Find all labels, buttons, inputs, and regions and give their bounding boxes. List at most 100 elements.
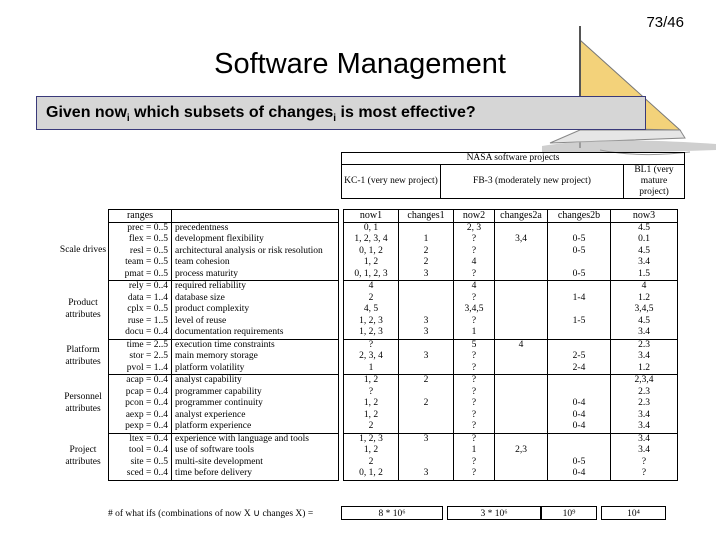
range-cell: pcon = 0..4 — [108, 398, 172, 410]
changes2b-cell — [547, 338, 611, 351]
range-cell: aexp = 0..4 — [108, 409, 172, 421]
group-label: Project attributes — [65, 445, 101, 467]
changes2b-cell: 1-4 — [547, 292, 611, 304]
changes2a-cell — [494, 468, 548, 481]
table-row: aexp = 0..4 analyst experience 1, 2? 0-4 3.4 — [108, 409, 678, 421]
now1-cell: 1 — [343, 362, 399, 375]
now1-cell: 1, 2, 3 — [343, 327, 399, 339]
footer-label: # of what ifs (combinations of now X ∪ c… — [108, 509, 314, 519]
now3-cell: 2.3 — [610, 386, 678, 398]
question-bar — [36, 96, 646, 130]
range-cell: sced = 0..4 — [108, 468, 172, 481]
changes2b-cell — [547, 327, 611, 339]
table-row: stor = 2..5 main memory storage 2, 3, 4 3? 2… — [108, 351, 678, 363]
footer-kc1: 8 * 10⁶ — [341, 506, 443, 520]
changes2a-cell: 2,3 — [494, 445, 548, 457]
changes1-cell: 3 — [398, 432, 454, 445]
desc-cell: team cohesion — [171, 257, 339, 269]
changes2b-cell: 2-5 — [547, 351, 611, 363]
col-desc — [171, 209, 339, 223]
changes2b-cell — [547, 386, 611, 398]
now1-cell: 1, 2, 3 — [343, 432, 399, 445]
changes2b-cell: 0-5 — [547, 456, 611, 468]
changes2a-cell — [494, 409, 548, 421]
changes2b-cell: 1-5 — [547, 315, 611, 327]
desc-cell: analyst experience — [171, 409, 339, 421]
changes1-cell — [398, 362, 454, 375]
now3-cell: 2.3 — [610, 338, 678, 351]
now3-cell: 3,4,5 — [610, 304, 678, 316]
now1-cell: 2 — [343, 456, 399, 468]
changes2b-cell — [547, 280, 611, 293]
range-cell: stor = 2..5 — [108, 351, 172, 363]
desc-cell: execution time constraints — [171, 338, 339, 351]
changes2a-cell — [494, 280, 548, 293]
changes1-cell — [398, 445, 454, 457]
desc-cell: programmer capability — [171, 386, 339, 398]
desc-cell: time before delivery — [171, 468, 339, 481]
now2-cell: ? — [471, 398, 477, 408]
desc-cell: required reliability — [171, 280, 339, 293]
range-cell: prec = 0..5 — [108, 221, 172, 234]
table-row: site = 0..5 multi-site development 2? 0-5? — [108, 456, 678, 468]
table-row: ltex = 0..4 experience with language and … — [108, 432, 678, 445]
now2-cell: 1 — [471, 327, 477, 337]
changes1-cell: 1 — [398, 234, 454, 246]
range-cell: docu = 0..4 — [108, 327, 172, 339]
desc-cell: documentation requirements — [171, 327, 339, 339]
now1-cell: 1, 2 — [343, 374, 399, 387]
col-changes2b: changes2b — [547, 209, 611, 223]
changes2b-cell: 0-5 — [547, 268, 611, 281]
now2-cell: ? — [471, 351, 477, 361]
projects-header-table: NASA software projects KC-1 (very new pr… — [341, 152, 685, 199]
table-row: pcap = 0..4 programmer capability?? 2.3 — [108, 386, 678, 398]
changes2b-cell — [547, 432, 611, 445]
now3-cell: 2,3,4 — [610, 374, 678, 387]
table-row: pvol = 1..4 platform volatility 1? 2-4 1.2 — [108, 362, 678, 375]
now2-cell: 1 — [471, 445, 477, 455]
table-row: team = 0..5 team cohesion 1, 2 2 4 3.4 — [108, 257, 678, 269]
desc-cell: process maturity — [171, 268, 339, 281]
range-cell: team = 0..5 — [108, 257, 172, 269]
changes1-cell — [398, 421, 454, 433]
changes1-cell: 2 — [398, 374, 454, 387]
now3-cell: 0.1 — [610, 234, 678, 246]
now1-cell: 1, 2 — [343, 409, 399, 421]
now2-cell: ? — [471, 421, 477, 431]
changes2a-cell — [494, 292, 548, 304]
changes1-cell: 3 — [398, 315, 454, 327]
project-kc1: KC-1 (very new project) — [341, 164, 441, 199]
changes2a-cell — [494, 421, 548, 433]
cocomo-table: ranges now1 changes1 now2 changes2a chan… — [108, 209, 678, 481]
range-cell: resl = 0..5 — [108, 245, 172, 257]
changes1-cell: 3 — [398, 268, 454, 281]
footer-fb3: 3 * 10⁶ — [447, 506, 541, 520]
now3-cell: 2.3 — [610, 398, 678, 410]
now3-cell: 3.4 — [610, 351, 678, 363]
changes2a-cell: 3,4 — [494, 234, 548, 246]
now2-cell: ? — [453, 374, 495, 387]
changes2a-cell — [494, 432, 548, 445]
changes2b-cell: 2-4 — [547, 362, 611, 375]
sailboat-illustration — [542, 26, 716, 156]
table-header-row: ranges now1 changes1 now2 changes2a chan… — [108, 209, 678, 223]
range-cell: time = 2..5 — [108, 338, 172, 351]
changes2b-cell: 0-4 — [547, 468, 611, 481]
desc-cell: programmer continuity — [171, 398, 339, 410]
changes2a-cell — [494, 362, 548, 375]
changes1-cell: 3 — [398, 351, 454, 363]
changes1-cell — [398, 221, 454, 234]
now2-cell: ? — [471, 292, 477, 303]
table-row: cplx = 0..5 product complexity 4, 5 3,4,5 3,… — [108, 304, 678, 316]
changes1-cell: 2 — [398, 398, 454, 410]
group-label: Platform attributes — [65, 345, 101, 367]
range-cell: acap = 0..4 — [108, 374, 172, 387]
col-changes1: changes1 — [398, 209, 454, 223]
desc-cell: architectural analysis or risk resolutio… — [171, 245, 339, 257]
now1-cell: 1, 2 — [343, 257, 399, 269]
now3-cell: 3.4 — [610, 257, 678, 269]
changes1-cell: 3 — [398, 327, 454, 339]
now2-cell: ? — [453, 432, 495, 445]
desc-cell: main memory storage — [171, 351, 339, 363]
changes2a-cell — [494, 398, 548, 410]
